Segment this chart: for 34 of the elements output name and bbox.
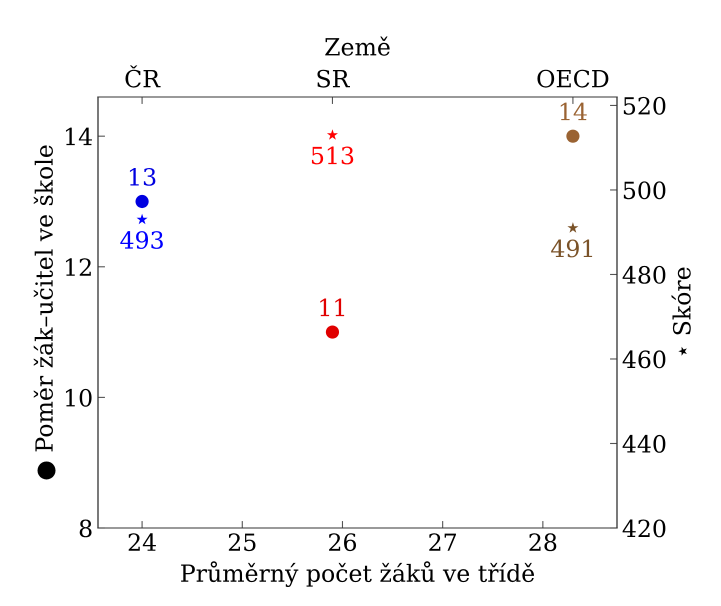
point (326, 129, 338, 140)
x-tick-label: 24 (128, 533, 156, 551)
data-label: 513 (312, 146, 354, 164)
data-label: 493 (120, 231, 163, 249)
y2-tick-label: 500 (624, 181, 666, 200)
x2-axis-title: Země (325, 36, 390, 56)
y-tick-label: 8 (80, 519, 92, 538)
x-tick-label: 25 (228, 533, 256, 552)
y-tick-label: 14 (66, 128, 92, 146)
y-axis-title: ● Poměr žák–učitel ve škole (34, 145, 56, 480)
point (136, 214, 148, 224)
point (566, 130, 580, 143)
y-tick-label: 10 (66, 388, 92, 407)
y2-tick-label: 480 (622, 266, 666, 284)
x-tick-label: 28 (529, 533, 556, 552)
y2-tick-label: 440 (622, 434, 666, 453)
data-label: 13 (130, 168, 156, 186)
x-tick-label: 27 (429, 533, 456, 551)
y2-tick-label: 520 (624, 96, 666, 115)
y-tick-label: 12 (66, 258, 91, 276)
annotation: OECD (537, 70, 608, 88)
point (567, 222, 578, 233)
data-label: 491 (551, 240, 592, 258)
point (326, 326, 340, 339)
data-label: 14 (560, 102, 587, 120)
annotation: ČR (125, 65, 161, 88)
x-tick-label: 26 (329, 533, 356, 552)
point (135, 194, 149, 208)
y2-tick-label: 420 (622, 519, 666, 538)
annotation: SR (317, 70, 350, 88)
y2-axis-title: ⋆ Skóre (672, 268, 691, 356)
data-label: 11 (320, 298, 344, 316)
x-axis-title: Průměrný počet žáků ve třídě (181, 561, 534, 588)
y2-tick-label: 460 (622, 350, 666, 368)
